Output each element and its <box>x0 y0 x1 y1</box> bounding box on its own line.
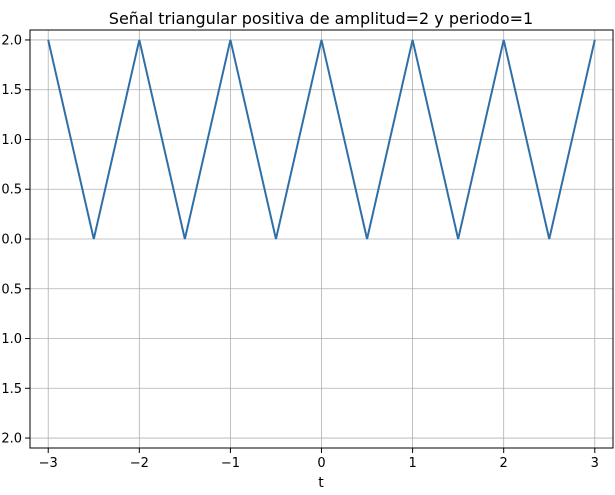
x-tick-label: −3 <box>39 456 58 471</box>
series-group <box>47 39 596 240</box>
series-line <box>47 39 596 240</box>
y-axis-ticks: 2.0 1.5 1.0 0.5 0.0 −0.5 −1.0 −1.5 −2.0 <box>0 33 30 447</box>
x-tick-label: 1 <box>408 456 416 471</box>
y-tick-label: 1.5 <box>1 83 22 98</box>
x-tick-label: 3 <box>591 456 599 471</box>
x-tick-label: 0 <box>317 456 325 471</box>
y-tick-label: 1.0 <box>1 133 22 148</box>
x-tick-label: 2 <box>500 456 508 471</box>
y-tick-label: 0.0 <box>1 233 22 248</box>
y-tick-label: −1.5 <box>0 382 22 397</box>
grid <box>30 30 613 448</box>
x-tick-label: −2 <box>130 456 149 471</box>
y-tick-label: 2.0 <box>1 33 22 48</box>
y-tick-label: −2.0 <box>0 432 22 447</box>
y-tick-label: −0.5 <box>0 282 22 297</box>
x-tick-label: −1 <box>221 456 240 471</box>
chart-title: Señal triangular positiva de amplitud=2 … <box>109 9 533 28</box>
x-axis-label: t <box>318 475 324 491</box>
y-tick-label: 0.5 <box>1 183 22 198</box>
y-tick-label: −1.0 <box>0 332 22 347</box>
x-axis-ticks: −3 −2 −1 0 1 2 3 <box>39 448 599 471</box>
